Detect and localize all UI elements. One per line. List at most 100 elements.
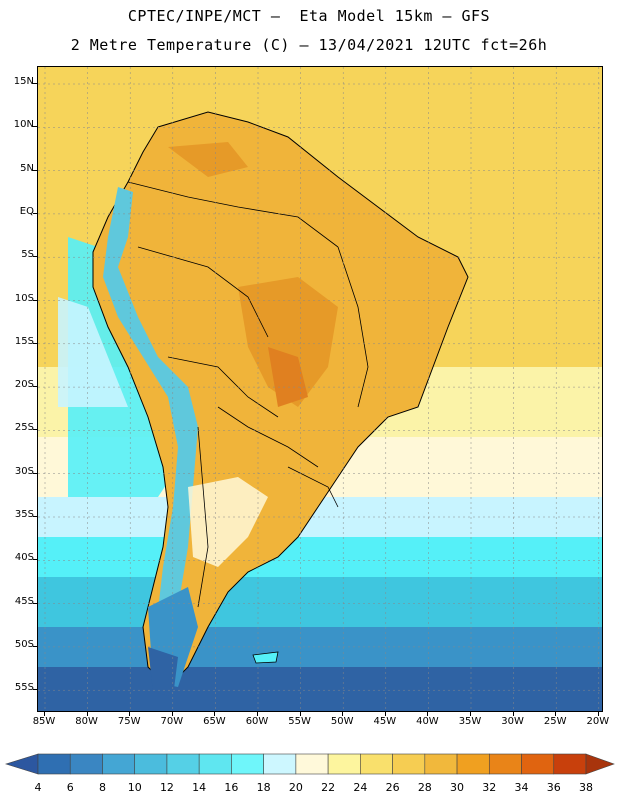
lon-tick [214, 712, 216, 716]
border-uruguay [287, 466, 339, 508]
lat-label: 15S [14, 335, 34, 347]
color-bar-label: 32 [482, 781, 497, 794]
lat-tick [33, 83, 37, 84]
chart-title-line-1: CPTEC/INPE/MCT – Eta Model 15km – GFS [127, 7, 491, 25]
lon-label: 35W [458, 716, 482, 727]
color-bar-box [553, 753, 587, 775]
lat-label: 10S [14, 292, 34, 304]
lon-label: 45W [373, 716, 397, 727]
color-bar-box [327, 753, 361, 775]
color-bar-box [488, 753, 522, 775]
lat-label: 50S [14, 638, 34, 650]
color-bar-label: 6 [66, 781, 74, 794]
falkland-islands [252, 651, 279, 664]
pacific-cool-patch [58, 297, 128, 407]
color-bar-box [69, 753, 103, 775]
lat-label: 55S [14, 682, 34, 694]
color-bar-label: 38 [579, 781, 593, 794]
color-bar-box [456, 753, 490, 775]
color-bar-right-arrow [585, 753, 615, 775]
lat-tick [33, 256, 37, 258]
lat-label: 45S [14, 595, 34, 607]
color-bar-box [37, 753, 71, 775]
lat-label: 20S [14, 379, 34, 391]
color-bar-box [521, 753, 555, 775]
color-bar-label: 20 [288, 781, 303, 794]
lat-tick [33, 212, 37, 214]
lon-label: 85W [32, 716, 56, 727]
color-bar-label: 8 [98, 781, 106, 794]
color-bar-label: 26 [385, 781, 400, 794]
color-bar-box [198, 753, 232, 775]
lon-tick [129, 712, 131, 716]
hot-north-region [168, 142, 248, 177]
lat-tick [33, 429, 37, 431]
lon-tick [171, 712, 173, 716]
lat-tick [33, 516, 37, 517]
color-bar [0, 748, 618, 798]
color-bar-left-arrow [4, 753, 39, 775]
color-bar-box [392, 753, 426, 775]
lat-label: 5N [20, 162, 34, 174]
lon-label: 70W [160, 716, 184, 727]
color-bar-label: 36 [546, 781, 561, 794]
lat-tick [33, 169, 37, 171]
lon-label: 75W [117, 716, 141, 727]
hot-interior-region [238, 277, 338, 407]
lat-label: 10N [13, 119, 34, 131]
ocean-teal-band [38, 577, 602, 627]
color-bar-box [134, 753, 168, 775]
border-bolivia [167, 356, 279, 418]
lon-label: 80W [75, 716, 98, 727]
color-bar-label: 30 [450, 781, 465, 794]
chart-title-line-2: 2 Metre Temperature (C) – 13/04/2021 12U… [70, 36, 548, 54]
lon-label: 40W [416, 716, 439, 727]
lon-label: 65W [203, 716, 226, 727]
lon-tick [342, 712, 344, 716]
lon-label: 60W [245, 716, 269, 727]
border-north [127, 181, 339, 248]
lon-tick [597, 712, 599, 716]
color-bar-label: 12 [159, 781, 174, 794]
lat-tick [33, 299, 37, 301]
lat-label: 40S [14, 552, 34, 564]
color-bar-box [166, 753, 200, 775]
ocean-dark-blue-band [38, 667, 602, 711]
lat-label: 25S [14, 422, 34, 434]
lon-label: 20W [586, 716, 610, 727]
color-bar-box [263, 753, 297, 775]
lat-label: 35S [14, 509, 34, 520]
color-bar-box [424, 753, 458, 775]
lat-label: 30S [14, 465, 34, 477]
lon-label: 30W [501, 716, 524, 727]
color-bar-label: 10 [127, 781, 142, 794]
lat-tick [33, 602, 37, 604]
lat-tick [33, 645, 37, 647]
lon-tick [257, 712, 258, 716]
andes-cool-ridge [103, 187, 198, 667]
color-bar-label: 22 [321, 781, 336, 794]
ocean-cyan-band [38, 537, 602, 577]
southern-tip-cold [148, 647, 178, 697]
color-bar-box [231, 753, 264, 775]
lon-label: 25W [543, 716, 567, 727]
lat-label: EQ [19, 205, 34, 217]
lat-lon-grid [38, 67, 602, 711]
color-bar-label: 16 [224, 781, 239, 794]
color-bar-label: 4 [34, 781, 42, 794]
pacific-cool-strip [68, 237, 178, 497]
color-bar-label: 24 [353, 781, 368, 794]
lat-tick [33, 342, 37, 344]
lon-label: 55W [288, 716, 311, 727]
color-bar-label: 18 [256, 781, 271, 794]
lon-tick [44, 712, 45, 716]
lat-label: 5S [21, 249, 34, 261]
color-bar-label: 34 [514, 781, 529, 794]
color-bar-box [295, 753, 329, 775]
color-bar-box [102, 753, 136, 775]
lon-tick [427, 712, 429, 716]
lon-tick [512, 712, 514, 716]
lon-tick [555, 712, 557, 716]
lat-tick [33, 559, 37, 561]
color-bar-label: 28 [417, 781, 432, 794]
